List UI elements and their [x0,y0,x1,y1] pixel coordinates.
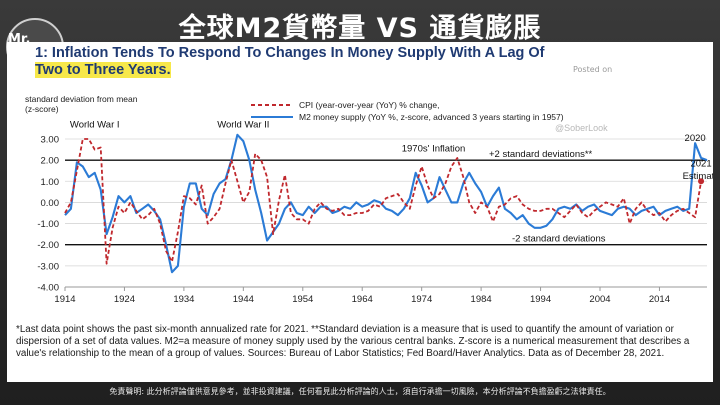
chart-panel: 1: Inflation Tends To Respond To Changes… [7,42,713,382]
reference-line-label: -2 standard deviations [512,234,606,245]
cpi-series-line [64,138,702,265]
legend: CPI (year-over-year (YoY) % change, M2 m… [251,100,564,122]
disclaimer: 免責聲明: 此分析評論僅供意見參考，並非投資建議，任何看見此分析評論的人士，須自… [109,387,611,396]
x-tick-label: 1934 [173,294,194,305]
chart-annotation: World War I [70,119,120,130]
y-tick-label: 0.00 [41,198,60,209]
y-tick-label: -1.00 [37,219,59,230]
x-tick-label: 1994 [530,294,551,305]
legend-m2-label: M2 money supply (YoY %, z-score, advance… [299,112,564,122]
x-tick-label: 1984 [471,294,492,305]
x-tick-label: 1964 [352,294,373,305]
posted-label: Posted on [573,65,613,74]
y-tick-label: -3.00 [37,261,59,272]
m2-series-line [64,133,708,274]
y-tick-label: 3.00 [41,135,60,146]
x-tick-label: 2014 [649,294,670,305]
y-tick-label: -2.00 [37,240,59,251]
x-tick-label: 2004 [589,294,610,305]
chart-annotation: Estimate [683,171,713,182]
chart-annotation: 2020 [685,133,706,144]
x-tick-label: 1954 [292,294,313,305]
chart-title-line2: Two to Three Years. [35,62,171,78]
x-tick-label: 1944 [233,294,254,305]
cpi-last-point [698,178,705,185]
chart-footnote: *Last data point shows the past six-mont… [16,324,690,359]
chart-annotation: 2021 [690,158,711,169]
y-tick-label: 1.00 [41,177,60,188]
reference-line-label: +2 standard deviations** [489,149,593,160]
video-title: 全球M2貨幣量 VS 通貨膨脹 [178,13,542,44]
chart-title-line1: 1: Inflation Tends To Respond To Changes… [35,45,545,61]
chart-annotation: 1970s' Inflation [402,144,466,155]
chart-svg: standard deviation from mean (z-score) C… [25,94,713,305]
y-axis-label-line2: (z-score) [25,104,59,114]
chart-title: 1: Inflation Tends To Respond To Changes… [35,45,707,79]
y-axis-label-line1: standard deviation from mean [25,94,138,104]
x-tick-label: 1974 [411,294,432,305]
x-tick-label: 1914 [54,294,75,305]
chart-annotation: World War II [217,119,269,130]
y-tick-label: -4.00 [37,283,59,294]
watermark: @SoberLook [555,123,608,133]
y-tick-label: 2.00 [41,156,60,167]
x-tick-label: 1924 [114,294,135,305]
legend-cpi-label: CPI (year-over-year (YoY) % change, [299,100,439,110]
